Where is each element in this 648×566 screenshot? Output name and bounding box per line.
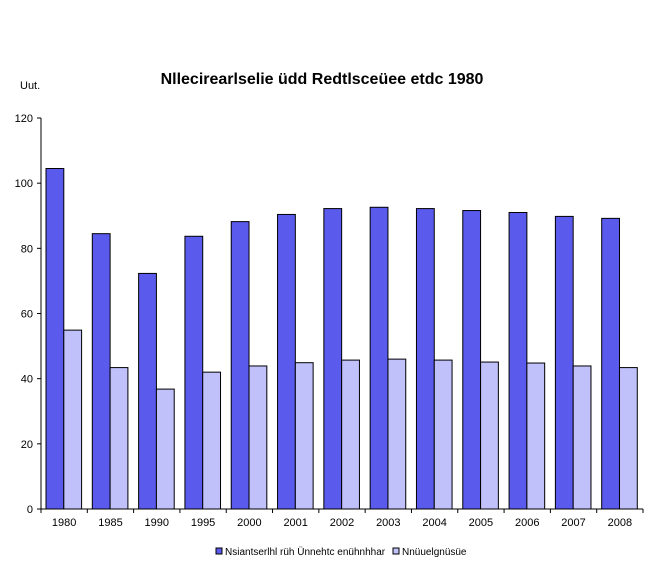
y-tick-label: 60 [21,309,33,321]
bars-group [45,168,638,510]
bar-series2-1980 [63,329,83,510]
y-tick-label: 120 [15,113,33,125]
y-tick-label: 20 [21,439,33,451]
bar-series1-2003 [369,206,389,510]
y-axis-ticks: 0 20 40 60 80 100 120 [15,113,41,516]
x-tick-label: 2004 [422,517,446,529]
bar-series1-2006 [508,211,528,510]
bar-series1-1980 [45,168,65,510]
bar-series1-2005 [462,210,482,510]
bar-series2-2002 [341,359,360,510]
bar-series2-2008 [618,367,638,510]
bar-series1-2001 [277,213,296,510]
x-tick-label: 2008 [608,517,632,529]
bar-series2-2000 [248,365,268,510]
legend-swatch-series2 [392,547,400,555]
x-tick-label: 2002 [330,517,354,529]
bar-series1-1995 [184,235,204,510]
bar-series2-2001 [294,362,314,510]
bar-series2-2007 [572,365,592,510]
legend-swatch-series1 [215,547,223,555]
bar-series1-2004 [415,208,435,510]
bar-series1-2007 [554,215,574,510]
chart-title: Nllecirearlselie üdd Redtlsceüee etdc 19… [161,71,484,88]
x-tick-label: 1990 [145,517,169,529]
x-tick-label: 2005 [469,517,493,529]
x-tick-label: 2006 [515,517,539,529]
bar-series2-2006 [526,362,546,510]
bar-series2-2004 [433,359,453,510]
y-tick-label: 80 [21,243,33,255]
y-tick-label: 100 [15,178,33,190]
bar-series2-1990 [155,388,175,510]
x-tick-label: 1980 [52,517,76,529]
legend-label-series1: Nsiantserlhl rüh Ünnehtc enühnhhar [225,546,386,558]
bar-series2-2003 [387,358,407,510]
x-tick-label: 2003 [376,517,400,529]
bar-series1-1990 [138,272,157,510]
x-tick-label: 1985 [98,517,122,529]
y-tick-label: 40 [21,374,33,386]
y-tick-label: 0 [27,504,33,516]
x-tick-label: 2000 [237,517,261,529]
bar-series2-2005 [480,361,499,510]
bar-series1-1985 [91,233,111,510]
x-tick-label: 2001 [283,517,307,529]
x-tick-label: 2007 [561,517,585,529]
bar-series1-2000 [230,221,250,510]
legend-label-series2: Nnüuelgnüsüe [402,547,467,558]
bar-series1-2008 [601,217,620,510]
y-axis-label: Uut. [20,80,40,92]
legend: Nsiantserlhl rüh Ünnehtc enühnhhar Nnüuel… [215,546,467,558]
x-axis-ticks: 1980 1985 1990 1995 2000 2001 2002 2003 2004 2005… [40,509,644,529]
bar-series1-2002 [323,208,343,510]
x-tick-label: 1995 [191,517,215,529]
bar-series2-1995 [202,371,222,510]
bar-series2-1985 [109,367,129,510]
